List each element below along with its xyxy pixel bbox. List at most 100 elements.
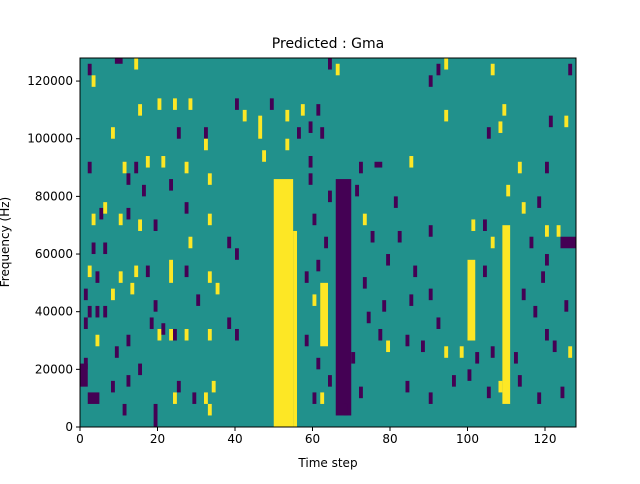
heatmap-cell-low xyxy=(235,328,239,341)
heatmap-cell-high xyxy=(285,109,290,122)
heatmap-band-high xyxy=(320,282,328,347)
heatmap-cell-high xyxy=(502,104,507,116)
heatmap-cell-low xyxy=(87,63,92,76)
heatmap-cell-high xyxy=(188,236,193,249)
heatmap-cell-low xyxy=(227,317,232,329)
heatmap-cell-low xyxy=(235,98,239,110)
heatmap-cell-high xyxy=(157,328,162,341)
heatmap-cell-high xyxy=(207,213,212,226)
heatmap-cell-low xyxy=(111,380,115,393)
heatmap-cell-low xyxy=(103,305,108,318)
heatmap-cell-high xyxy=(138,219,143,231)
heatmap-cell-high xyxy=(169,328,174,341)
heatmap-cell-low xyxy=(87,305,92,318)
heatmap-cell-high xyxy=(204,392,208,404)
heatmap-cell-low xyxy=(405,380,410,393)
heatmap-cell-low xyxy=(521,288,526,301)
heatmap-cell-high xyxy=(118,271,123,283)
heatmap-cell-high xyxy=(498,380,503,393)
heatmap-cell-high xyxy=(211,380,216,393)
heatmap-cell-low xyxy=(568,63,573,76)
heatmap-cell-low xyxy=(428,75,433,87)
heatmap-cell-high xyxy=(320,392,325,404)
heatmap-cell-low xyxy=(397,230,402,243)
heatmap-cell-low xyxy=(126,334,131,347)
heatmap-cell-low xyxy=(413,265,418,278)
heatmap-cell-low xyxy=(355,184,360,197)
heatmap-band-high xyxy=(293,230,298,427)
heatmap-cell-low xyxy=(428,288,433,301)
heatmap-cell-low xyxy=(548,115,553,128)
heatmap-cell-low xyxy=(533,305,538,318)
heatmap-cell-low xyxy=(184,202,189,214)
heatmap-cell-low xyxy=(324,236,329,249)
heatmap-cell-low xyxy=(308,121,313,133)
heatmap-cell-low xyxy=(192,392,197,404)
heatmap-cell-low xyxy=(564,300,569,312)
heatmap-cell-low xyxy=(541,271,546,283)
heatmap-cell-low xyxy=(87,161,92,174)
heatmap-cell-high xyxy=(207,403,212,416)
heatmap-cell-low xyxy=(374,161,383,168)
heatmap-cell-low xyxy=(80,363,88,387)
heatmap-cell-high xyxy=(444,346,449,358)
heatmap-cell-low xyxy=(351,352,356,364)
heatmap-cell-high xyxy=(173,98,177,110)
heatmap-cell-high xyxy=(545,225,549,237)
heatmap-cell-high xyxy=(207,173,212,185)
heatmap-cell-low xyxy=(176,380,181,393)
heatmap-cell-low xyxy=(328,58,332,70)
heatmap-cell-low xyxy=(91,242,96,255)
heatmap-cell-high xyxy=(169,259,174,283)
y-tick-label: 100000 xyxy=(27,132,73,146)
heatmap-cell-high xyxy=(471,219,476,231)
heatmap-cell-high xyxy=(262,150,267,162)
heatmap-cell-low xyxy=(308,156,313,168)
heatmap-cell-high xyxy=(91,213,96,226)
heatmap-cell-low xyxy=(405,334,410,347)
heatmap-cell-low xyxy=(343,403,348,416)
heatmap-cell-low xyxy=(545,328,549,341)
heatmap-cell-high xyxy=(122,161,127,174)
heatmap-band-high xyxy=(502,225,511,404)
heatmap-cell-low xyxy=(99,207,104,220)
heatmap-band-high xyxy=(467,259,476,341)
heatmap-cell-high xyxy=(91,75,96,87)
heatmap-cell-low xyxy=(134,161,139,174)
plot-frame xyxy=(79,57,577,428)
heatmap-cell-low xyxy=(370,230,375,243)
heatmap-cell-high xyxy=(87,265,92,278)
heatmap-cell-low xyxy=(204,127,208,139)
heatmap-cell-high xyxy=(161,156,166,168)
heatmap-cell-high xyxy=(95,334,100,347)
heatmap-cell-low xyxy=(452,375,456,387)
heatmap-cell-low xyxy=(467,369,472,381)
heatmap-cell-low xyxy=(560,236,576,249)
y-tick-label: 40000 xyxy=(35,305,73,319)
x-axis-label: Time step xyxy=(297,456,357,470)
heatmap-cell-high xyxy=(134,265,139,278)
heatmap-cell-low xyxy=(359,161,363,174)
heatmap-cell-high xyxy=(409,156,414,168)
heatmap-cell-low xyxy=(552,340,557,353)
heatmap-cell-low xyxy=(227,236,232,249)
heatmap-cell-low xyxy=(184,265,189,278)
heatmap-cell-low xyxy=(297,127,301,139)
heatmap-cell-low xyxy=(114,346,119,358)
heatmap-cell-high xyxy=(204,138,208,151)
heatmap-cell-high xyxy=(118,213,123,226)
heatmap-cell-low xyxy=(126,375,131,387)
heatmap-cell-high xyxy=(300,104,305,116)
y-tick-label: 60000 xyxy=(35,247,73,261)
heatmap-cell-low xyxy=(83,288,88,301)
heatmap-cell-low xyxy=(320,127,325,139)
heatmap-cell-low xyxy=(83,317,88,329)
heatmap-cell-high xyxy=(490,236,495,249)
heatmap-cell-high xyxy=(459,346,464,358)
heatmap-cell-high xyxy=(130,282,135,295)
x-tick-label: 40 xyxy=(227,432,242,446)
x-axis: 0 20 40 60 80 100 120 xyxy=(76,427,556,446)
heatmap-cell-high xyxy=(242,109,247,122)
heatmap-cell-low xyxy=(328,375,332,387)
heatmap-cell-low xyxy=(490,346,495,358)
